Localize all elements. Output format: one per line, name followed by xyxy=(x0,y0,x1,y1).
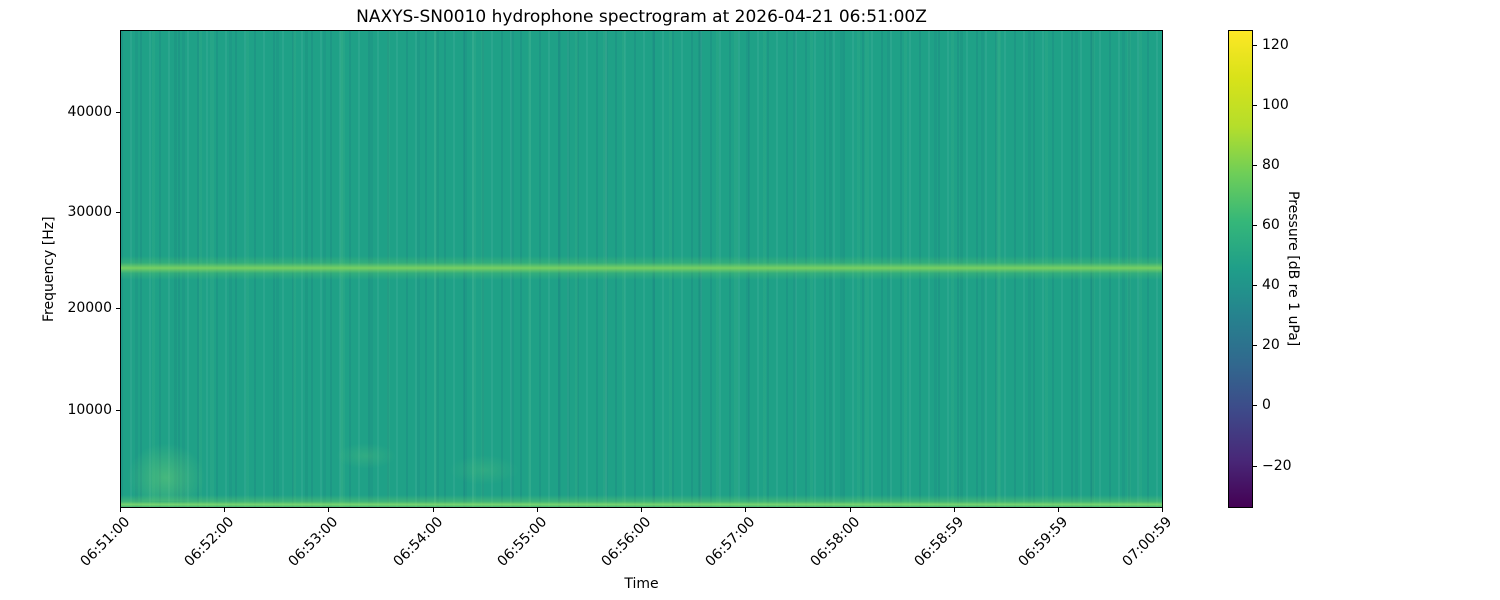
colorbar-tick-label: −20 xyxy=(1262,458,1292,474)
tonal-band-24khz xyxy=(121,255,1162,281)
x-tick-label: 06:58:59 xyxy=(911,514,968,570)
x-tick-label: 06:55:00 xyxy=(494,514,551,570)
x-tick xyxy=(537,508,538,512)
x-tick-label: 06:57:00 xyxy=(702,514,759,570)
y-tick-label: 30000 xyxy=(67,204,112,220)
spectrogram-heatmap xyxy=(120,30,1163,508)
x-axis-label: Time xyxy=(624,576,659,592)
x-tick xyxy=(954,508,955,512)
y-tick-label: 10000 xyxy=(67,402,112,418)
colorbar-tick xyxy=(1253,225,1257,226)
colorbar-tick xyxy=(1253,165,1257,166)
y-tick-label: 20000 xyxy=(67,300,112,316)
x-tick-label: 06:53:00 xyxy=(285,514,342,570)
x-tick-label: 06:54:00 xyxy=(390,514,447,570)
colorbar-tick-label: 40 xyxy=(1262,277,1280,293)
colorbar-tick-label: 20 xyxy=(1262,337,1280,353)
low-frequency-bright-band xyxy=(121,495,1162,507)
x-tick xyxy=(224,508,225,512)
y-axis-label: Frequency [Hz] xyxy=(41,216,57,322)
colorbar-tick xyxy=(1253,345,1257,346)
colorbar xyxy=(1228,30,1253,508)
x-tick-label: 07:00:59 xyxy=(1119,514,1176,570)
y-tick xyxy=(116,308,120,309)
colorbar-axis-label: Pressure [dB re 1 uPa] xyxy=(1285,191,1301,347)
colorbar-tick-label: 120 xyxy=(1262,37,1289,53)
x-tick-label: 06:58:00 xyxy=(807,514,864,570)
x-tick xyxy=(328,508,329,512)
x-tick-label: 06:56:00 xyxy=(598,514,655,570)
x-tick xyxy=(120,508,121,512)
y-tick xyxy=(116,410,120,411)
x-tick-label: 06:51:00 xyxy=(77,514,134,570)
colorbar-tick xyxy=(1253,285,1257,286)
y-tick-label: 40000 xyxy=(67,104,112,120)
colorbar-tick xyxy=(1253,105,1257,106)
x-tick-label: 06:59:59 xyxy=(1015,514,1072,570)
x-tick xyxy=(1162,508,1163,512)
x-tick xyxy=(1058,508,1059,512)
colorbar-tick-label: 100 xyxy=(1262,97,1289,113)
colorbar-tick-label: 0 xyxy=(1262,397,1271,413)
colorbar-tick xyxy=(1253,405,1257,406)
chart-title: NAXYS-SN0010 hydrophone spectrogram at 2… xyxy=(356,7,927,27)
x-tick xyxy=(745,508,746,512)
x-tick xyxy=(641,508,642,512)
colorbar-tick xyxy=(1253,466,1257,467)
x-tick xyxy=(433,508,434,512)
y-tick xyxy=(116,212,120,213)
x-tick-label: 06:52:00 xyxy=(181,514,238,570)
colorbar-tick-label: 80 xyxy=(1262,157,1280,173)
x-tick xyxy=(850,508,851,512)
colorbar-tick xyxy=(1253,45,1257,46)
y-tick xyxy=(116,112,120,113)
colorbar-tick-label: 60 xyxy=(1262,217,1280,233)
